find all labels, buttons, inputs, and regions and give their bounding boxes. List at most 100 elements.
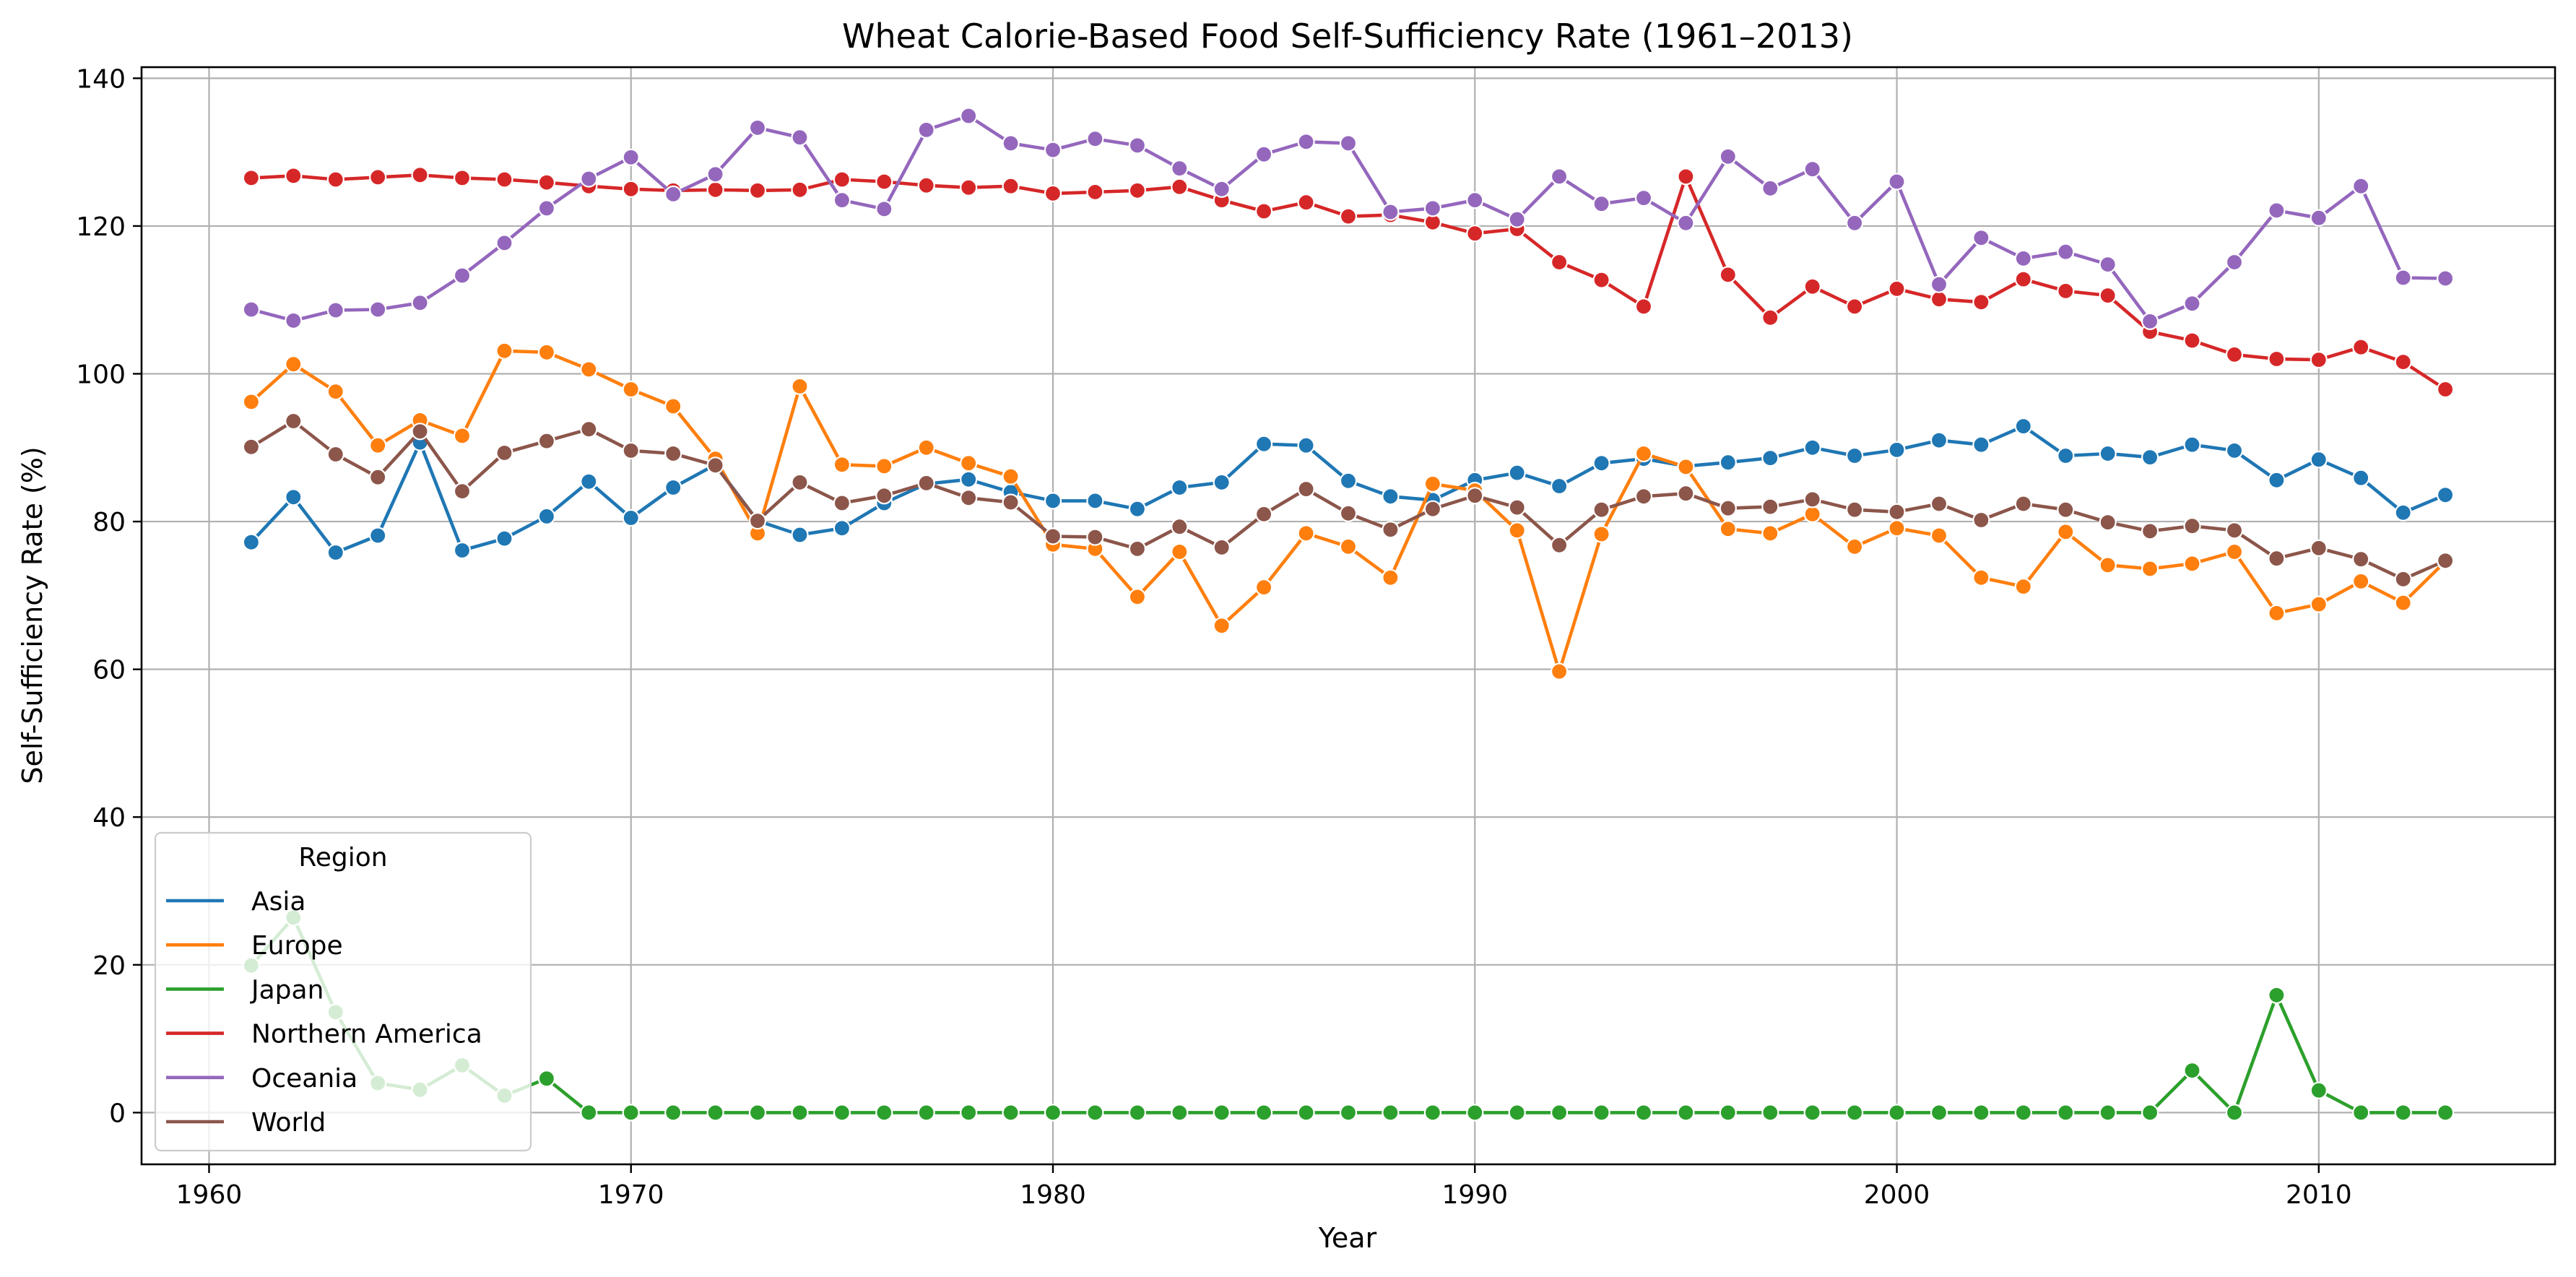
data-point-northern-america (1888, 280, 1906, 298)
data-point-europe (833, 456, 851, 474)
data-point-world (453, 482, 472, 501)
series-line-world (250, 419, 2447, 581)
data-point-world (2352, 550, 2370, 568)
data-point-oceania (1044, 141, 1062, 159)
data-point-asia (537, 507, 556, 526)
data-point-world (2310, 539, 2328, 558)
data-point-japan (2057, 1104, 2075, 1122)
data-point-oceania (664, 185, 682, 203)
data-point-oceania (1128, 137, 1147, 155)
data-point-world (2057, 501, 2075, 519)
legend-label: Japan (250, 975, 324, 1005)
data-point-world (1297, 480, 1315, 498)
data-point-oceania (369, 300, 387, 319)
data-point-oceania (580, 170, 598, 188)
legend: Region Asia Europe Japan Northern America Oc… (154, 831, 532, 1152)
data-point-oceania (2352, 177, 2370, 195)
y-tick-label: 60 (92, 656, 126, 685)
legend-label: World (251, 1108, 326, 1138)
data-point-oceania (1846, 214, 1864, 232)
x-tick-label: 1990 (1441, 1180, 1508, 1210)
data-point-world (622, 441, 640, 460)
data-point-northern-america (2268, 350, 2286, 368)
data-point-europe (875, 457, 893, 475)
data-point-asia (2268, 471, 2286, 489)
x-tick-label: 1960 (176, 1180, 243, 1210)
data-point-europe (1846, 537, 1864, 556)
data-point-europe (1128, 588, 1147, 606)
data-point-world (1339, 504, 1358, 522)
data-point-europe (622, 380, 640, 399)
data-point-oceania (1761, 179, 1779, 197)
data-point-oceania (2057, 243, 2075, 261)
data-point-oceania (1930, 275, 1948, 293)
y-tick-label: 20 (92, 951, 126, 981)
data-point-japan (1213, 1104, 1231, 1122)
data-point-northern-america (1297, 194, 1315, 212)
data-point-oceania (1466, 191, 1484, 209)
data-point-world (242, 438, 260, 456)
legend-item-japan: Japan (166, 975, 324, 1005)
data-point-japan (2183, 1061, 2201, 1080)
data-point-oceania (2141, 312, 2159, 330)
data-point-japan (1044, 1104, 1062, 1122)
data-point-world (2141, 522, 2159, 540)
data-point-asia (1297, 436, 1315, 454)
data-point-world (1677, 485, 1695, 503)
data-point-oceania (706, 165, 724, 183)
data-point-europe (960, 454, 978, 472)
data-point-northern-america (242, 169, 260, 187)
data-point-world (1254, 505, 1273, 524)
data-point-asia (1930, 431, 1948, 449)
data-point-northern-america (917, 176, 935, 194)
data-point-japan (1803, 1104, 1821, 1122)
data-point-asia (580, 472, 598, 490)
data-point-japan (2437, 1104, 2455, 1122)
data-point-asia (833, 519, 851, 537)
data-point-oceania (791, 129, 809, 147)
data-point-japan (1972, 1104, 1990, 1122)
data-point-europe (917, 438, 935, 456)
data-point-japan (1086, 1104, 1104, 1122)
data-point-japan (1423, 1104, 1442, 1122)
series-europe (242, 342, 2455, 680)
data-point-world (2225, 521, 2244, 540)
x-tick-label: 1980 (1020, 1180, 1086, 1210)
data-point-asia (2057, 446, 2075, 465)
data-point-northern-america (1634, 298, 1653, 316)
data-point-asia (1551, 477, 1569, 495)
data-point-japan (875, 1104, 893, 1122)
data-point-europe (326, 382, 344, 401)
data-point-world (664, 444, 682, 463)
data-point-world (2394, 570, 2412, 589)
data-point-oceania (833, 191, 851, 209)
data-point-world (1930, 495, 1948, 513)
data-point-northern-america (2225, 345, 2244, 363)
data-point-northern-america (833, 170, 851, 189)
data-point-asia (1761, 449, 1779, 467)
data-point-oceania (960, 107, 978, 125)
data-point-asia (791, 526, 809, 544)
data-point-asia (2014, 417, 2032, 436)
data-point-japan (1846, 1104, 1864, 1122)
data-point-world (1423, 500, 1442, 518)
data-point-world (1972, 511, 1990, 529)
data-point-world (1551, 536, 1569, 554)
data-point-europe (369, 436, 387, 454)
data-point-japan (917, 1104, 935, 1122)
data-point-asia (1803, 438, 1821, 456)
data-point-world (706, 456, 724, 475)
data-point-northern-america (960, 178, 978, 196)
data-point-japan (2394, 1104, 2412, 1122)
data-point-northern-america (1592, 271, 1610, 289)
data-point-oceania (1213, 180, 1231, 198)
data-point-world (285, 412, 303, 430)
data-point-japan (1128, 1104, 1147, 1122)
data-point-world (1044, 527, 1062, 545)
data-point-world (411, 423, 429, 441)
data-point-oceania (537, 199, 556, 217)
data-point-europe (2310, 595, 2328, 613)
data-point-world (1719, 499, 1737, 517)
data-point-europe (1551, 662, 1569, 680)
data-point-oceania (1086, 130, 1104, 148)
